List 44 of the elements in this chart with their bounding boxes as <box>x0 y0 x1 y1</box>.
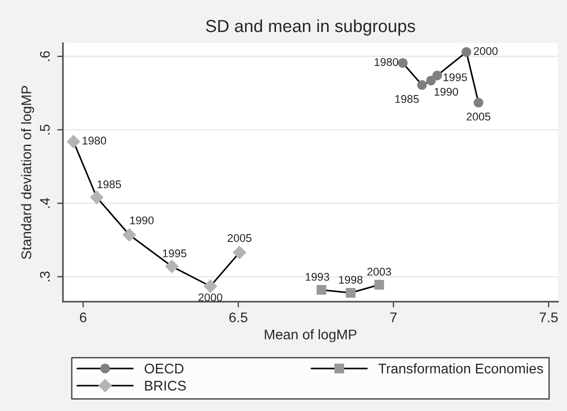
x-axis-title: Mean of logMP <box>264 329 356 342</box>
annotation: 1980 <box>374 58 398 66</box>
point <box>346 288 356 298</box>
annotation: 2005 <box>466 112 490 121</box>
x-tick-label: 6 <box>80 312 86 322</box>
annotation: 1998 <box>339 276 362 284</box>
point <box>122 228 136 242</box>
point <box>316 285 326 295</box>
annotation: 1995 <box>162 249 186 258</box>
annotation: 2000 <box>198 293 222 302</box>
annotation: 1980 <box>82 136 106 145</box>
annotation: 2000 <box>474 47 498 55</box>
y-axis-title: Standard deviation of logMP <box>21 86 34 260</box>
x-tick-label: 7 <box>390 312 397 322</box>
point <box>462 47 472 57</box>
point <box>398 58 408 68</box>
point <box>417 80 427 90</box>
annotation: 1985 <box>395 95 419 103</box>
annotation: 1993 <box>306 272 330 281</box>
y-tick-label: .4 <box>40 198 50 208</box>
legend-label: OECD <box>144 364 184 374</box>
point <box>432 70 442 80</box>
x-tick-label: 6.5 <box>229 312 248 322</box>
annotation: 2005 <box>228 234 252 242</box>
y-tick-label: .3 <box>40 272 50 282</box>
point <box>426 76 436 86</box>
point <box>66 134 80 148</box>
point <box>474 98 484 108</box>
point <box>374 280 384 290</box>
point <box>232 246 246 260</box>
annotation: 2003 <box>367 268 392 276</box>
annotation: 1990 <box>434 88 458 96</box>
annotation: 1985 <box>98 180 122 188</box>
point <box>204 280 217 293</box>
point <box>90 190 104 204</box>
legend-label: Transformation Economies <box>378 363 544 374</box>
y-tick-label: .6 <box>40 51 50 61</box>
y-tick-label: .5 <box>40 124 50 134</box>
legend-label: BRICS <box>145 380 186 391</box>
x-tick-label: 7.5 <box>540 312 558 322</box>
annotation: 1990 <box>130 216 154 224</box>
point <box>165 260 178 274</box>
chart-title: SD and mean in subgroups <box>206 19 416 36</box>
annotation: 1995 <box>444 73 468 82</box>
